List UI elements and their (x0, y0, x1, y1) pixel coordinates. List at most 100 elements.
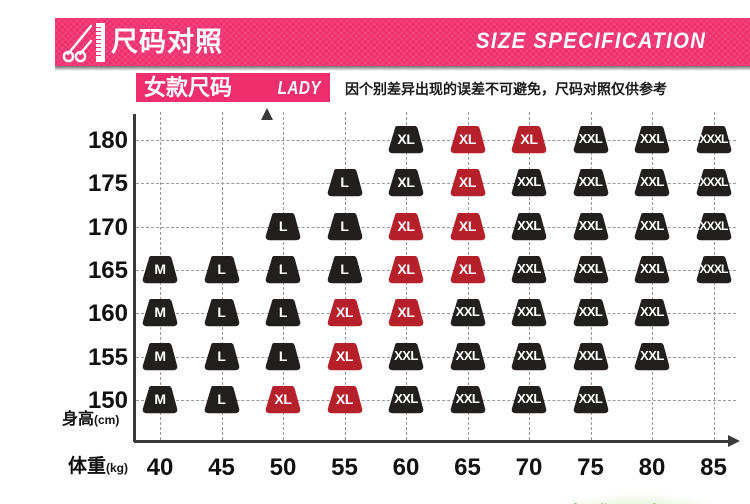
size-marker: L (322, 255, 368, 284)
size-marker: XXL (629, 342, 675, 371)
lady-tag-label-cn: 女款尺码 (144, 75, 233, 100)
size-marker: XXXL (691, 255, 737, 284)
size-marker: XXXL (691, 212, 737, 241)
size-marker: XXXL (691, 126, 737, 154)
size-marker: XXL (506, 299, 552, 327)
size-marker: XXL (629, 169, 675, 197)
trapezoid-icon (511, 299, 547, 327)
size-marker: L (199, 299, 245, 327)
trapezoid-icon (204, 385, 239, 413)
x-tick-label: 80 (638, 454, 666, 481)
trapezoid-icon (388, 169, 424, 197)
y-axis-label: 身高(cm) (62, 411, 120, 428)
size-marker: XL (445, 212, 491, 241)
trapezoid-icon (450, 169, 485, 197)
trapezoid-icon (696, 212, 731, 240)
trapezoid-icon (204, 342, 239, 370)
x-tick-label: 60 (392, 454, 420, 481)
x-tick-label: 55 (331, 454, 358, 481)
trapezoid-icon (142, 255, 178, 284)
trapezoid-icon (573, 169, 608, 197)
size-marker: XL (506, 126, 552, 154)
trapezoid-icon (450, 255, 485, 284)
trapezoid-icon (573, 255, 608, 284)
size-marker: XXL (629, 255, 675, 284)
watermark-glow (552, 492, 747, 504)
size-marker: XL (322, 385, 368, 414)
size-marker: XXL (629, 299, 675, 327)
trapezoid-icon (511, 342, 547, 370)
size-marker: M (137, 342, 183, 371)
trapezoid-icon (327, 342, 362, 370)
size-marker: L (199, 342, 245, 371)
size-marker: XXL (568, 299, 614, 327)
size-marker: XXXL (691, 169, 737, 197)
size-marker: XL (445, 169, 491, 197)
y-tick-label: 170 (87, 213, 128, 241)
x-tick-label: 65 (454, 454, 481, 481)
gridline-horizontal (136, 140, 736, 141)
size-marker: XXL (383, 385, 429, 414)
trapezoid-icon (327, 169, 362, 197)
size-marker: XXL (568, 385, 614, 414)
chart-plot-area: XL XL XL XXL XXL XXXL L XL XL XXL XXL XXL XXXL L L XL XL… (136, 112, 737, 440)
size-marker: XXL (629, 126, 675, 154)
x-tick-label: 50 (269, 454, 297, 481)
y-tick-label: 180 (87, 127, 128, 154)
size-marker: XXL (383, 342, 429, 371)
trapezoid-icon (327, 299, 362, 327)
x-tick-label: 40 (146, 454, 174, 481)
trapezoid-icon (327, 255, 362, 284)
x-axis-line (134, 440, 730, 443)
size-marker: XL (383, 299, 429, 327)
trapezoid-icon (511, 126, 547, 154)
trapezoid-icon (511, 212, 547, 240)
size-marker: M (137, 299, 183, 327)
watermark-shop-name: 吉雅 居家用品 (564, 496, 715, 504)
size-marker: L (322, 169, 368, 197)
size-chart: XL XL XL XXL XXL XXXL L XL XL XXL XXL XXL XXXL L L XL XL… (0, 108, 750, 504)
trapezoid-icon (388, 126, 424, 154)
trapezoid-icon (573, 385, 608, 413)
gridline-horizontal (136, 226, 736, 228)
trapezoid-icon (388, 255, 424, 284)
size-marker: XXL (506, 255, 552, 284)
size-marker: XL (383, 255, 429, 284)
x-axis-label: 体重(kg) (68, 456, 129, 477)
size-marker: XXL (568, 169, 614, 197)
gridline-horizontal (136, 313, 736, 315)
gridline-horizontal (136, 356, 736, 358)
size-marker: XXL (506, 212, 552, 241)
trapezoid-icon (634, 299, 670, 327)
y-tick-label: 175 (87, 170, 128, 198)
trapezoid-icon (265, 255, 301, 284)
size-marker: XL (445, 255, 491, 284)
x-tick-label: 70 (515, 454, 543, 481)
trapezoid-icon (450, 299, 485, 327)
x-tick-label: 45 (208, 454, 235, 481)
size-marker: XXL (568, 212, 614, 241)
y-tick-label: 155 (87, 343, 128, 371)
trapezoid-icon (511, 169, 547, 197)
size-marker: L (199, 255, 245, 284)
trapezoid-icon (265, 299, 301, 327)
y-axis-line (133, 108, 273, 442)
banner-title-cn: 尺码对照 (111, 27, 223, 57)
y-tick-label: 160 (87, 300, 128, 328)
trapezoid-icon (696, 169, 731, 197)
size-marker: XXL (568, 342, 614, 371)
trapezoid-icon (388, 385, 424, 413)
trapezoid-icon (204, 255, 239, 284)
trapezoid-icon (573, 299, 608, 327)
trapezoid-icon (450, 342, 485, 370)
disclaimer-note: 因个别差异出现的误差不可避免，尺码对照仅供参考 (345, 81, 667, 97)
trapezoid-icon (388, 342, 424, 370)
trapezoid-icon (696, 126, 731, 154)
trapezoid-icon (327, 212, 362, 240)
trapezoid-icon (388, 299, 424, 327)
shop-watermark: 吉雅 居家用品 http://shop69489803.taobao.com (552, 492, 747, 504)
y-axis-arrow (261, 108, 273, 120)
size-marker: XXL (506, 169, 552, 197)
size-marker: XL (383, 126, 429, 154)
trapezoid-icon (204, 299, 239, 327)
